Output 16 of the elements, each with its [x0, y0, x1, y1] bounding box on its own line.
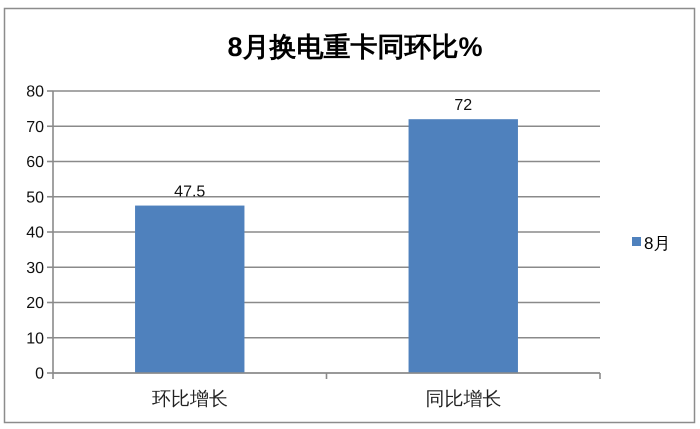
legend: 8月 — [632, 234, 670, 253]
y-tick-label: 50 — [26, 189, 44, 206]
chart-title: 8月换电重卡同环比% — [227, 32, 483, 62]
data-label: 47.5 — [174, 184, 206, 201]
y-tick-label: 10 — [26, 330, 44, 348]
y-tick-label: 0 — [35, 366, 44, 382]
data-label: 72 — [454, 97, 472, 114]
x-tick-label: 同比增长 — [425, 389, 502, 410]
y-tick-label: 70 — [26, 118, 44, 136]
y-tick-label: 40 — [26, 224, 44, 242]
y-tick-label: 60 — [26, 154, 44, 171]
x-tick-label: 环比增长 — [152, 389, 228, 410]
y-tick-label: 30 — [26, 260, 44, 277]
legend-label: 8月 — [644, 234, 670, 253]
y-tick-label: 20 — [26, 295, 44, 312]
y-tick-label: 80 — [26, 84, 44, 100]
